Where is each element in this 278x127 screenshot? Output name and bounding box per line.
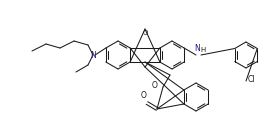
Text: N: N xyxy=(194,44,200,53)
Text: N: N xyxy=(90,51,96,60)
Text: O: O xyxy=(142,30,148,36)
Text: Cl: Cl xyxy=(248,75,255,83)
Text: H: H xyxy=(200,47,206,53)
Text: O: O xyxy=(152,82,158,91)
Text: O: O xyxy=(141,91,147,100)
